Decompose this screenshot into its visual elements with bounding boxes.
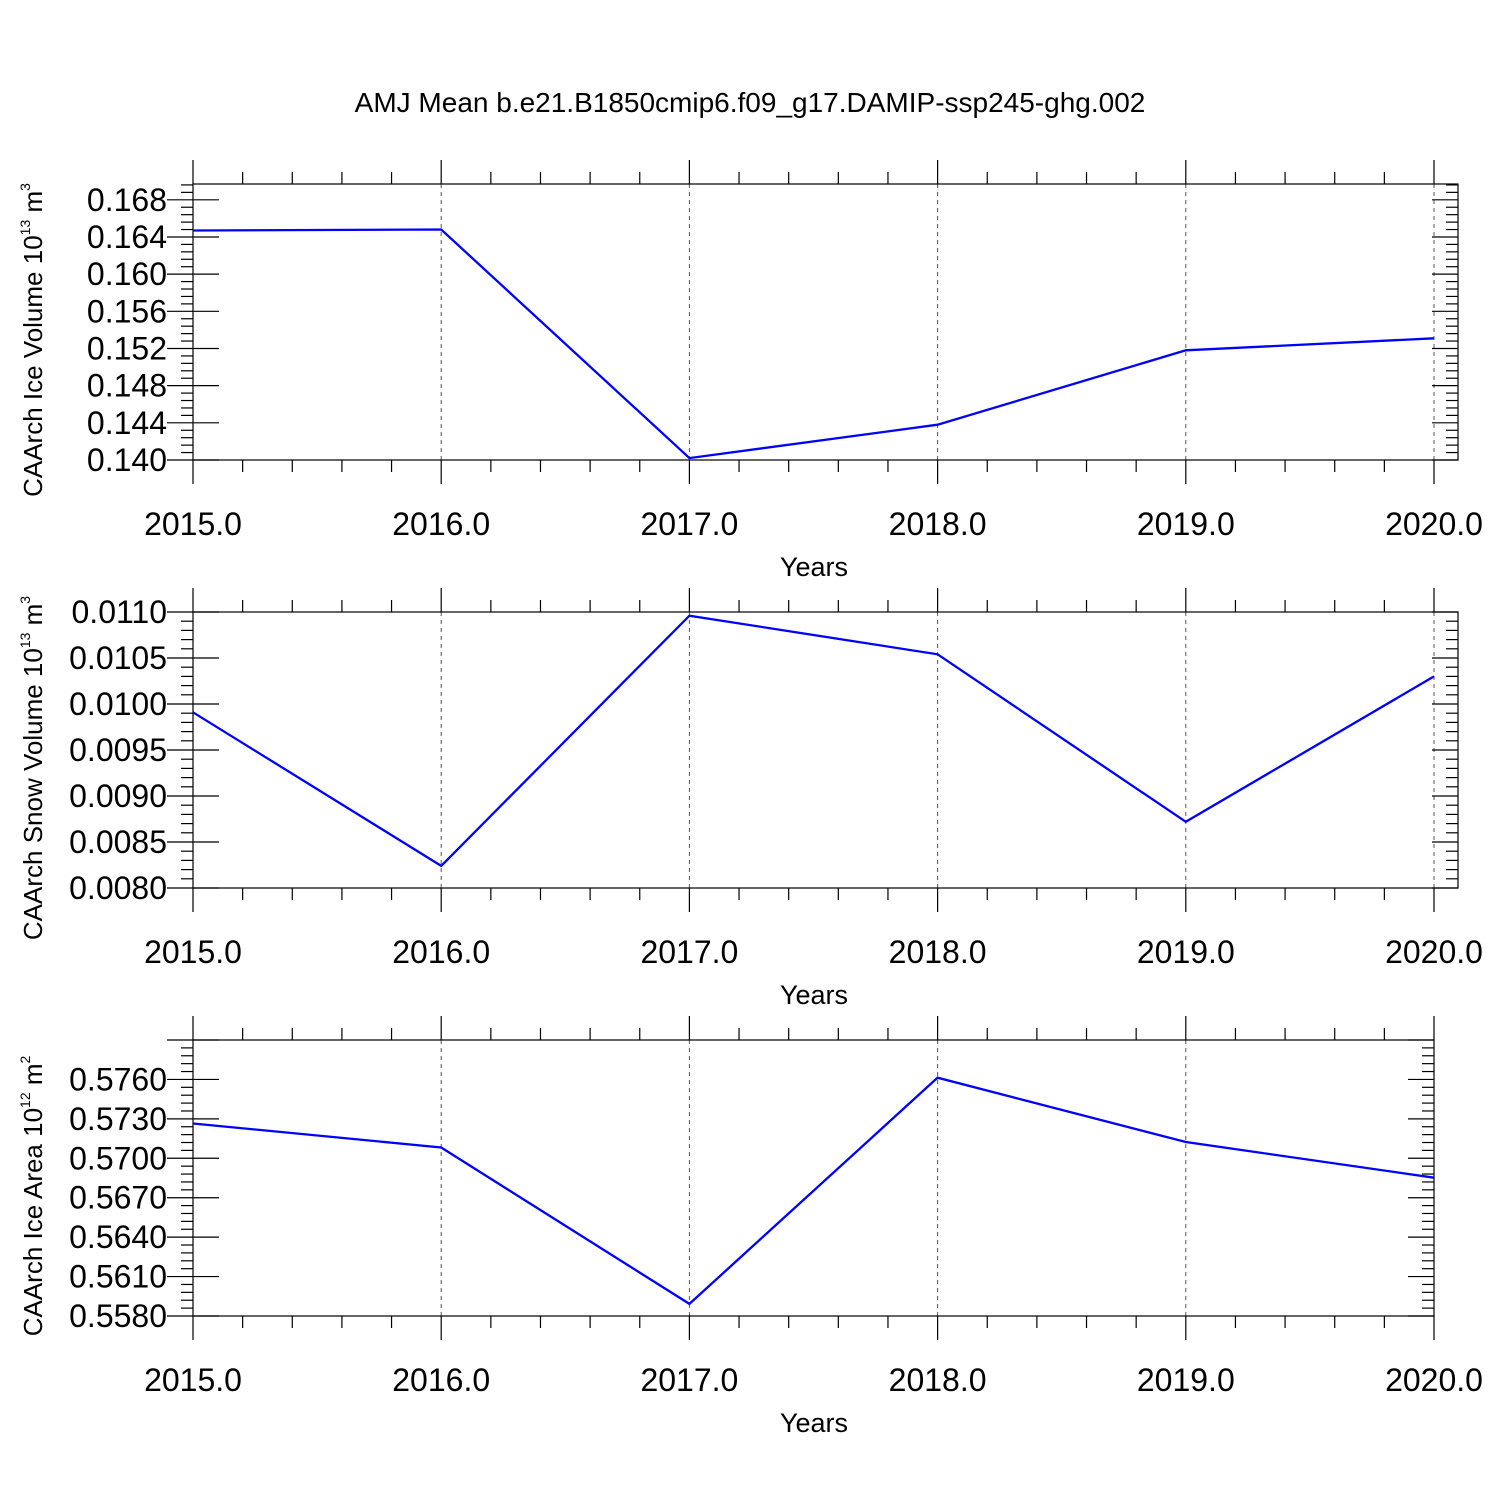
y-tick-label: 0.5760 bbox=[69, 1061, 167, 1097]
x-tick-label: 2015.0 bbox=[144, 506, 242, 542]
y-tick-label: 0.168 bbox=[87, 182, 167, 218]
y-tick-label: 0.164 bbox=[87, 219, 167, 255]
series-line bbox=[192, 614, 1435, 868]
y-tick-label: 0.5610 bbox=[69, 1259, 167, 1295]
x-axis-label: Years bbox=[780, 1408, 848, 1438]
chart-panel-1: 2015.0 2016.0 2017.0 2018.0 2019.0 2020.0 Year… bbox=[17, 160, 1483, 582]
y-tick-label: 0.0080 bbox=[69, 870, 167, 906]
y-tick-label: 0.0110 bbox=[72, 594, 168, 630]
x-tick-label: 2017.0 bbox=[640, 1362, 738, 1398]
plot-frame bbox=[192, 1039, 1435, 1317]
y-axis-label: CAArch Ice Area 1012 m2 bbox=[17, 1055, 48, 1336]
y-tick-label: 0.0085 bbox=[69, 824, 167, 860]
plot-frame bbox=[192, 611, 1459, 889]
series-line bbox=[192, 228, 1435, 460]
x-tick-label: 2015.0 bbox=[144, 1362, 242, 1398]
chart-panel-2: 2015.0 2016.0 2017.0 2018.0 2019.0 2020.0 Year… bbox=[17, 588, 1483, 1010]
y-tick-label: 0.5730 bbox=[69, 1101, 167, 1137]
x-tick-label: 2018.0 bbox=[889, 934, 987, 970]
chart-panel-3: 2015.0 2016.0 2017.0 2018.0 2019.0 2020.0 Year… bbox=[17, 1016, 1483, 1438]
y-tick-label: 0.148 bbox=[87, 368, 167, 404]
x-tick-label: 2017.0 bbox=[640, 934, 738, 970]
y-axis-label: CAArch Snow Volume 1013 m3 bbox=[17, 596, 48, 940]
x-tick-label: 2017.0 bbox=[640, 506, 738, 542]
y-tick-label: 0.0090 bbox=[69, 778, 167, 814]
y-tick-label: 0.5580 bbox=[69, 1298, 167, 1334]
x-tick-label: 2020.0 bbox=[1385, 1362, 1483, 1398]
x-tick-label: 2018.0 bbox=[889, 506, 987, 542]
x-tick-label: 2015.0 bbox=[144, 934, 242, 970]
x-tick-label: 2019.0 bbox=[1137, 934, 1235, 970]
y-axis-label: CAArch Ice Volume 1013 m3 bbox=[17, 183, 48, 497]
x-tick-label: 2016.0 bbox=[392, 1362, 490, 1398]
y-tick-label: 0.156 bbox=[87, 293, 167, 329]
x-tick-label: 2020.0 bbox=[1385, 934, 1483, 970]
y-tick-label: 0.144 bbox=[87, 405, 167, 441]
x-axis-label: Years bbox=[780, 980, 848, 1010]
x-tick-label: 2019.0 bbox=[1137, 506, 1235, 542]
y-tick-label: 0.160 bbox=[87, 256, 167, 292]
chart-title: AMJ Mean b.e21.B1850cmip6.f09_g17.DAMIP-… bbox=[355, 87, 1146, 118]
plot-frame bbox=[192, 183, 1459, 461]
x-tick-label: 2020.0 bbox=[1385, 506, 1483, 542]
x-axis-label: Years bbox=[780, 552, 848, 582]
y-tick-label: 0.140 bbox=[87, 442, 167, 478]
x-tick-label: 2019.0 bbox=[1137, 1362, 1235, 1398]
y-tick-label: 0.5670 bbox=[69, 1180, 167, 1216]
series-line bbox=[192, 1076, 1435, 1306]
x-tick-label: 2016.0 bbox=[392, 934, 490, 970]
y-tick-label: 0.152 bbox=[87, 330, 167, 366]
y-tick-label: 0.0100 bbox=[69, 686, 167, 722]
y-tick-label: 0.5640 bbox=[69, 1219, 167, 1255]
chart-panels: 2015.0 2016.0 2017.0 2018.0 2019.0 2020.0 Year… bbox=[17, 160, 1483, 1438]
y-tick-label: 0.0095 bbox=[69, 732, 167, 768]
x-tick-label: 2016.0 bbox=[392, 506, 490, 542]
x-tick-label: 2018.0 bbox=[889, 1362, 987, 1398]
y-tick-label: 0.0105 bbox=[69, 640, 167, 676]
y-tick-label: 0.5700 bbox=[69, 1140, 167, 1176]
